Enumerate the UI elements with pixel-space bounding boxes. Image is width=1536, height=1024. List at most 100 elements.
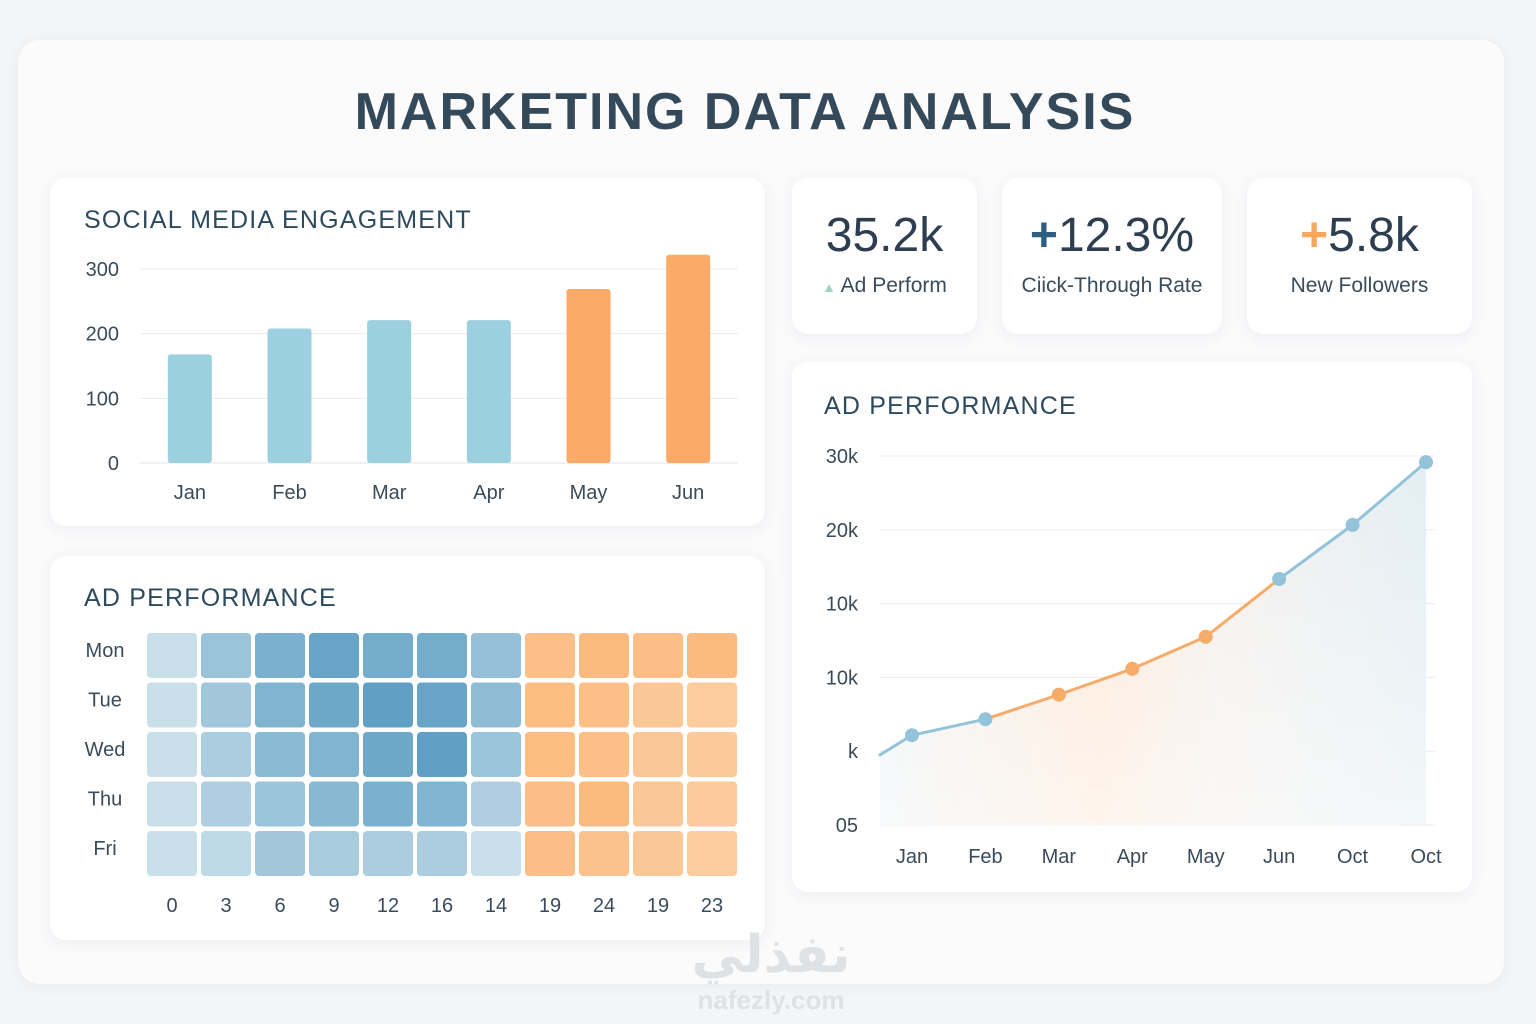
y-tick-label: 10k [826,594,859,616]
kpi-value: 12.3% [1057,209,1195,262]
heatmap-cell [201,682,251,728]
heatmap-cell [417,682,467,728]
heatmap-card: AD PERFORMANCE Mon Tue Wed Thu Fri 0 3 6 9 12 16 14… [50,556,765,940]
line-segment [983,693,1061,721]
kpi-label: New Followers [1290,274,1429,297]
data-point [978,712,993,727]
triangle-up-icon: ▲ [822,279,836,295]
x-tick-label: Oct [1337,846,1369,868]
heatmap-cell [633,831,683,876]
heatmap-cell [417,732,467,777]
kpi-label: Ad Perform [840,274,947,297]
heatmap-cell [525,831,575,876]
heatmap-cell [147,682,197,728]
column-label: 16 [431,895,453,917]
line-segment [1204,577,1281,639]
line-segment [1057,667,1134,697]
heatmap-cell [687,781,737,827]
ad-performance-line-chart: 05 k 10k 10k 20k 30k Jan Feb Mar Apr May Jun Oct Oct [826,446,1442,868]
column-label: 0 [166,895,177,917]
heatmap-cell [687,682,737,728]
heatmap-cell [525,732,575,777]
x-tick-label: Apr [473,482,504,504]
plus-icon: + [1300,209,1329,262]
heatmap-cell [201,781,251,827]
heatmap-cell [471,831,521,876]
heatmap-cell [525,633,575,678]
column-label: 9 [328,895,339,917]
heatmap-cell [633,732,683,777]
heatmap-cell [309,633,359,678]
kpi-value: 5.8k [1328,209,1419,262]
column-label: 3 [220,895,231,917]
x-tick-label: May [570,482,608,504]
heatmap-cell [633,633,683,678]
data-point [1051,687,1066,702]
x-tick-label: Jan [896,846,928,868]
heatmap-cell [255,682,305,728]
heatmap-cell [579,732,629,777]
data-point [1198,629,1213,644]
heatmap-cell [471,781,521,827]
heatmap-cell [147,831,197,876]
data-point [1419,455,1433,470]
x-tick-label: Mar [1042,846,1077,868]
heatmap-cell [363,633,413,678]
row-label: Fri [93,838,116,860]
x-tick-label: Jun [1263,846,1295,868]
heatmap-cell [579,633,629,678]
y-tick-label: 05 [836,815,858,837]
x-tick-label: Jun [672,482,704,504]
y-tick-label: 100 [86,388,119,410]
heatmap-cell [471,633,521,678]
kpi-card-ad-perform: 35.2k ▲ Ad Perform [792,178,977,334]
heatmap-cell [579,781,629,827]
x-tick-label: Feb [272,482,306,504]
heatmap-cell [687,831,737,876]
heatmap-cell [147,732,197,777]
y-tick-label: 300 [86,259,119,281]
heatmap-cell [255,633,305,678]
heatmap-cell [201,732,251,777]
heatmap-cell [579,831,629,876]
heatmap-cell [525,781,575,827]
y-tick-label: 20k [826,520,859,542]
area-fade [880,462,1426,825]
heatmap-cell [417,781,467,827]
heatmap-cell [309,682,359,728]
heatmap-cell [471,682,521,728]
y-tick-label: k [848,741,859,763]
engagement-chart-title: SOCIAL MEDIA ENGAGEMENT [84,206,472,234]
heatmap-cell [147,781,197,827]
kpi-card-new-followers: +5.8k New Followers [1247,178,1472,334]
data-point [905,728,919,743]
line-segment [1277,523,1355,581]
heatmap-cell [363,831,413,876]
x-tick-label: Jan [174,482,206,504]
y-tick-label: 30k [826,446,859,468]
row-label: Mon [86,640,125,662]
page-title: MARKETING DATA ANALYSIS [354,83,1136,141]
watermark-url: nafezly.com [697,985,845,1015]
heatmap-cell [687,633,737,678]
x-tick-label: Feb [968,846,1002,868]
data-point [1345,517,1360,532]
bar [167,354,212,463]
bar [466,320,511,463]
heatmap-cell [579,682,629,728]
y-tick-label: 10k [826,667,859,689]
line-segment [910,717,987,737]
heatmap-cell [309,781,359,827]
heatmap-chart-title: AD PERFORMANCE [84,584,337,612]
heatmap-cell [255,831,305,876]
x-tick-label: Mar [372,482,407,504]
heatmap-cell [255,781,305,827]
column-label: 23 [701,895,723,917]
heatmap-cell [201,831,251,876]
column-label: 24 [593,895,615,917]
ad-performance-heatmap: Mon Tue Wed Thu Fri 0 3 6 9 12 16 14 19 24 19 23 [85,633,737,917]
column-label: 19 [539,895,561,917]
x-tick-label: Apr [1117,846,1148,868]
line-segment [1351,460,1428,527]
ad-performance-line-card: AD PERFORMANCE 05 k 10k 10k 20k 30k Jan Feb Mar A… [792,362,1472,892]
